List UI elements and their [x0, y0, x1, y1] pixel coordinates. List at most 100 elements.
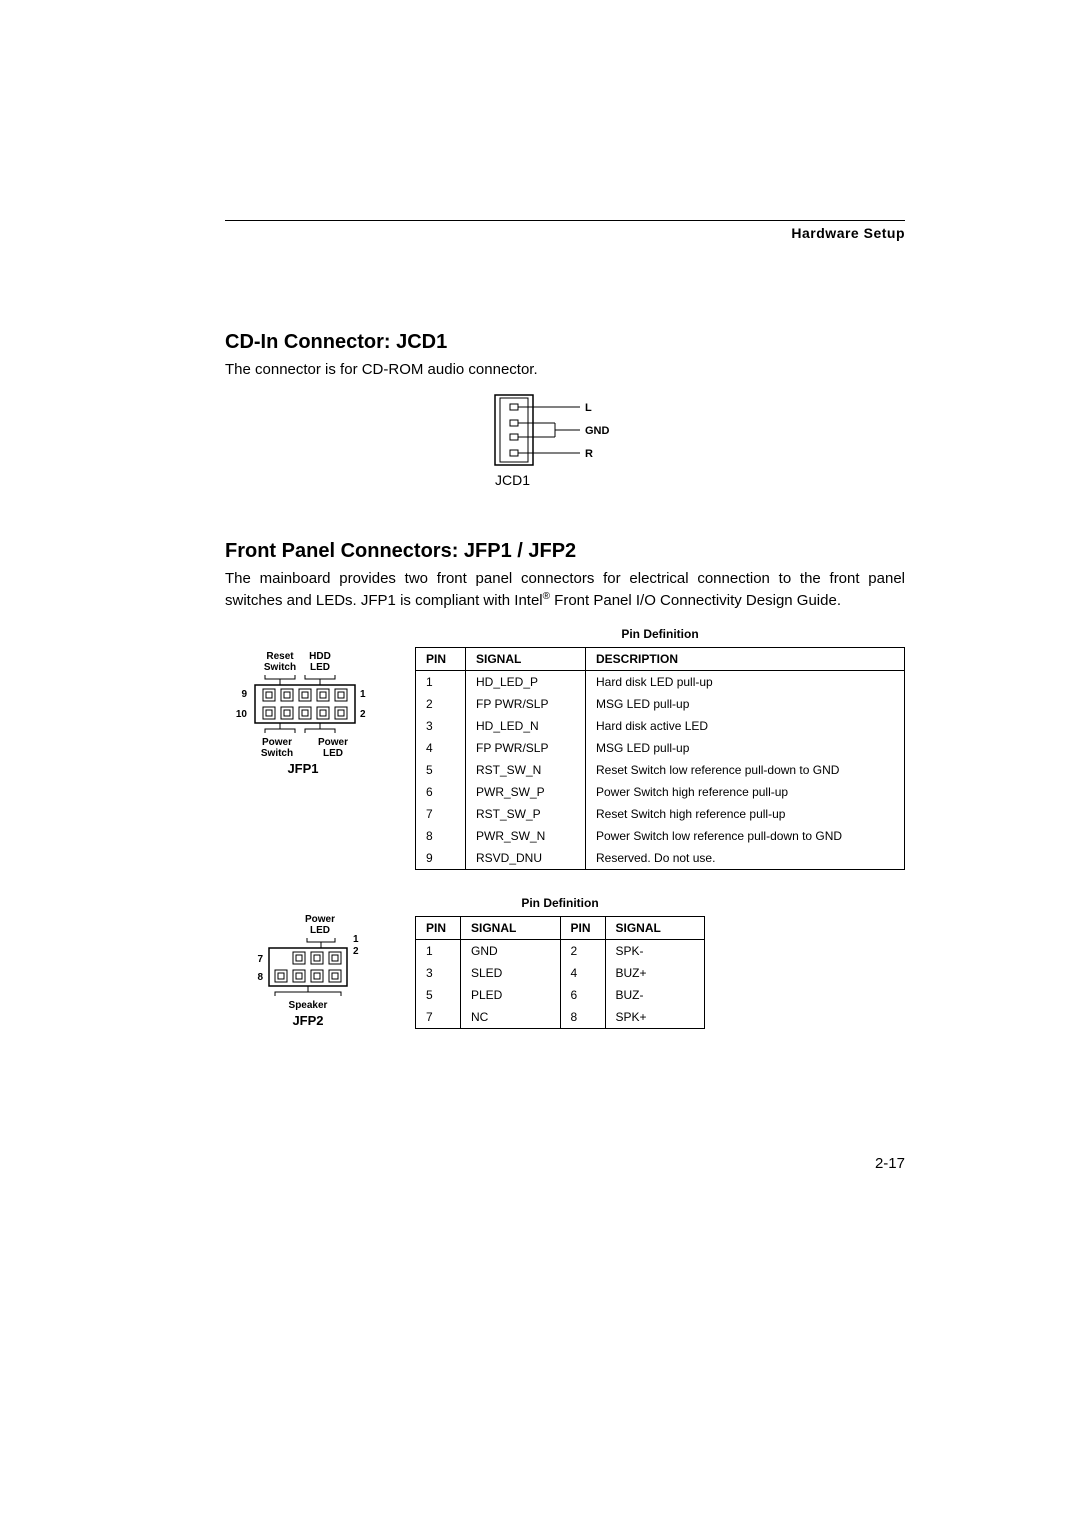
jfp1-label-hdd2: LED — [310, 662, 330, 673]
cell: 3 — [416, 962, 461, 984]
jcd1-diagram: L GND R JCD1 — [225, 390, 905, 500]
header-rule — [225, 220, 905, 221]
cell: FP PWR/SLP — [466, 737, 586, 759]
page-number: 2-17 — [225, 1155, 905, 1172]
cell: FP PWR/SLP — [466, 693, 586, 715]
jfp1-label-psw2: Switch — [261, 748, 293, 759]
trademark-icon: ® — [543, 591, 550, 602]
cell: RST_SW_P — [466, 803, 586, 825]
jfp1-n1: 1 — [360, 689, 366, 700]
cell: 4 — [416, 737, 466, 759]
jfp2-table: PIN SIGNAL PIN SIGNAL 1GND2SPK- 3SLED4BU… — [415, 916, 705, 1029]
table-row: 1GND2SPK- — [416, 939, 705, 962]
cell: 2 — [416, 693, 466, 715]
jfp1-table: PIN SIGNAL DESCRIPTION 1HD_LED_PHard dis… — [415, 647, 905, 870]
jfp2-h0: PIN — [416, 916, 461, 939]
cell: 4 — [560, 962, 605, 984]
jfp2-h3: SIGNAL — [605, 916, 705, 939]
cell: 8 — [560, 1006, 605, 1029]
jfp1-row: Reset Switch HDD LED — [225, 627, 905, 870]
table-row: 2FP PWR/SLPMSG LED pull-up — [416, 693, 905, 715]
page-content: Hardware Setup CD-In Connector: JCD1 The… — [225, 220, 905, 1172]
jcd1-pin-gnd: GND — [585, 425, 610, 437]
cell: BUZ+ — [605, 962, 705, 984]
cell: MSG LED pull-up — [586, 693, 905, 715]
jfp2-label-pled2: LED — [310, 925, 330, 936]
jfp1-n2: 2 — [360, 709, 366, 720]
table-row: 4FP PWR/SLPMSG LED pull-up — [416, 737, 905, 759]
jfp1-table-wrap: Pin Definition PIN SIGNAL DESCRIPTION 1H… — [415, 627, 905, 870]
jfp1-svg: Reset Switch HDD LED — [225, 647, 415, 777]
jfp2-n1: 1 — [353, 934, 359, 945]
jfp1-label-reset1: Reset — [266, 651, 294, 662]
jfp-desc-post: Front Panel I/O Connectivity Design Guid… — [550, 592, 841, 609]
jfp2-label-speaker: Speaker — [289, 1000, 328, 1011]
cell: Hard disk active LED — [586, 715, 905, 737]
jfp1-label-psw1: Power — [262, 737, 292, 748]
jfp2-diagram: Power LED — [225, 896, 415, 1035]
cell: GND — [461, 939, 561, 962]
table-row: 3SLED4BUZ+ — [416, 962, 705, 984]
table-row: 7RST_SW_PReset Switch high reference pul… — [416, 803, 905, 825]
cell: 6 — [560, 984, 605, 1006]
jfp-desc: The mainboard provides two front panel c… — [225, 569, 905, 611]
cell: SLED — [461, 962, 561, 984]
cell: HD_LED_P — [466, 670, 586, 693]
table-row: 5PLED6BUZ- — [416, 984, 705, 1006]
jcd1-pin-l: L — [585, 402, 592, 414]
table-row: 5RST_SW_NReset Switch low reference pull… — [416, 759, 905, 781]
cell: RST_SW_N — [466, 759, 586, 781]
cdin-title: CD-In Connector: JCD1 — [225, 331, 905, 354]
cell: 1 — [416, 670, 466, 693]
jfp2-h1: SIGNAL — [461, 916, 561, 939]
table-row: 1HD_LED_PHard disk LED pull-up — [416, 670, 905, 693]
table-row: 8PWR_SW_NPower Switch low reference pull… — [416, 825, 905, 847]
table-header-row: PIN SIGNAL PIN SIGNAL — [416, 916, 705, 939]
cdin-desc: The connector is for CD-ROM audio connec… — [225, 360, 905, 380]
jfp2-n8: 8 — [257, 972, 263, 983]
cell: Reset Switch low reference pull-down to … — [586, 759, 905, 781]
cell: BUZ- — [605, 984, 705, 1006]
jfp2-svg: Power LED — [225, 910, 415, 1030]
table-row: 3HD_LED_NHard disk active LED — [416, 715, 905, 737]
cell: 5 — [416, 984, 461, 1006]
cell: HD_LED_N — [466, 715, 586, 737]
jfp1-caption: Pin Definition — [415, 627, 905, 641]
cell: Power Switch low reference pull-down to … — [586, 825, 905, 847]
cell: RSVD_DNU — [466, 847, 586, 870]
cell: NC — [461, 1006, 561, 1029]
cell: 8 — [416, 825, 466, 847]
cell: MSG LED pull-up — [586, 737, 905, 759]
jfp-title: Front Panel Connectors: JFP1 / JFP2 — [225, 540, 905, 563]
cell: 9 — [416, 847, 466, 870]
table-row: 7NC8SPK+ — [416, 1006, 705, 1029]
jfp1-label-pled2: LED — [323, 748, 343, 759]
jcd1-svg: L GND R JCD1 — [485, 390, 645, 500]
jfp1-label-hdd1: HDD — [309, 651, 331, 662]
jfp1-h1: SIGNAL — [466, 647, 586, 670]
cell: Hard disk LED pull-up — [586, 670, 905, 693]
cell: Reserved. Do not use. — [586, 847, 905, 870]
jfp2-n7: 7 — [257, 954, 263, 965]
cell: PWR_SW_P — [466, 781, 586, 803]
jfp1-h0: PIN — [416, 647, 466, 670]
table-row: 6PWR_SW_PPower Switch high reference pul… — [416, 781, 905, 803]
cell: 1 — [416, 939, 461, 962]
table-header-row: PIN SIGNAL DESCRIPTION — [416, 647, 905, 670]
cell: SPK- — [605, 939, 705, 962]
jfp2-row: Power LED — [225, 896, 905, 1035]
cell: 2 — [560, 939, 605, 962]
jfp1-name: JFP1 — [287, 761, 318, 776]
cell: PWR_SW_N — [466, 825, 586, 847]
jfp1-label-pled1: Power — [318, 737, 348, 748]
jfp2-caption: Pin Definition — [415, 896, 705, 910]
cell: Reset Switch high reference pull-up — [586, 803, 905, 825]
cell: 3 — [416, 715, 466, 737]
cell: SPK+ — [605, 1006, 705, 1029]
jcd1-name: JCD1 — [495, 472, 530, 488]
jcd1-pin-r: R — [585, 448, 593, 460]
jfp2-h2: PIN — [560, 916, 605, 939]
cell: PLED — [461, 984, 561, 1006]
jfp1-h2: DESCRIPTION — [586, 647, 905, 670]
cell: 7 — [416, 803, 466, 825]
